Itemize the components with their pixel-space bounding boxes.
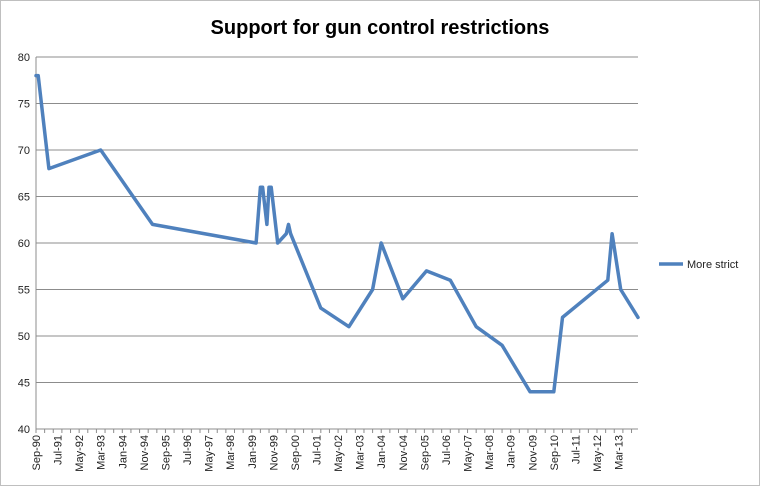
x-tick-label: Nov-99: [268, 435, 280, 470]
x-tick-label: Jan-09: [506, 435, 518, 469]
axes: 40 45 50 55 60 65 70 75 80 Sep-90 Jul-91 May-92 Mar-…: [18, 52, 638, 472]
series-lines: [34, 73, 640, 394]
x-tick-label: May-92: [74, 435, 86, 472]
x-tick-label: Mar-13: [614, 435, 626, 470]
x-tick-label: Nov-04: [398, 435, 410, 470]
y-tick-label: 70: [18, 145, 30, 157]
x-tick-label: May-07: [463, 435, 475, 472]
legend-label-more-strict: More strict: [687, 259, 738, 271]
x-tick-label: Jul-01: [312, 435, 324, 465]
x-tick-label: Jul-91: [53, 435, 65, 465]
y-tick-label: 40: [18, 424, 30, 436]
x-tick-label: May-02: [333, 435, 345, 472]
y-tick-label: 80: [18, 52, 30, 64]
x-tick-label: Jul-96: [182, 435, 194, 465]
y-tick-label: 45: [18, 378, 30, 390]
y-tick-label: 55: [18, 285, 30, 297]
chart-title: Support for gun control restrictions: [211, 17, 550, 39]
x-tick-label: Jul-06: [441, 435, 453, 465]
x-tick-label: May-97: [204, 435, 216, 472]
x-tick-label: Sep-10: [549, 435, 561, 470]
x-tick-label: Sep-05: [419, 435, 431, 470]
series-line-0: [34, 73, 640, 394]
x-tick-label: Sep-90: [31, 435, 43, 470]
x-tick-label: Nov-09: [527, 435, 539, 470]
y-tick-label: 50: [18, 331, 30, 343]
x-tick-label: Sep-00: [290, 435, 302, 470]
y-tick-label: 65: [18, 192, 30, 204]
x-tick-label: Sep-95: [160, 435, 172, 470]
x-tick-label: Mar-93: [96, 435, 108, 470]
x-tick-label: Mar-08: [484, 435, 496, 470]
legend: More strict: [659, 259, 738, 271]
x-tick-label: Jan-99: [247, 435, 259, 469]
x-tick-label: Nov-94: [139, 435, 151, 470]
y-tick-label: 75: [18, 99, 30, 111]
x-tick-label: May-12: [592, 435, 604, 472]
gridlines: [36, 56, 638, 383]
x-tick-label: Jul-11: [570, 435, 582, 464]
x-tick-label: Mar-03: [355, 435, 367, 470]
y-tick-label: 60: [18, 238, 30, 250]
x-tick-label: Mar-98: [225, 435, 237, 470]
x-tick-label: Jan-04: [376, 435, 388, 469]
x-tick-label: Jan-94: [117, 435, 129, 469]
